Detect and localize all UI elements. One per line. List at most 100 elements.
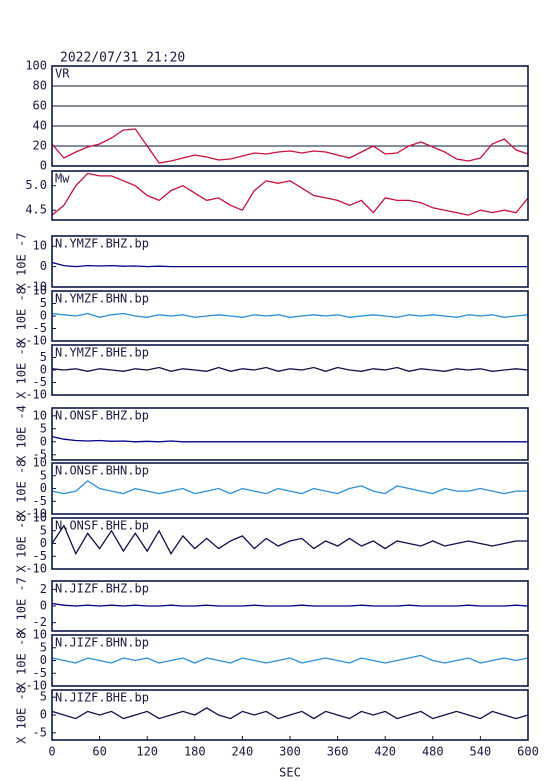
panel-label: N.ONSF.BHN.bp [55, 464, 149, 478]
trace [51, 654, 529, 664]
y-tick-label: 20 [33, 139, 47, 153]
panel-label: N.ONSF.BHZ.bp [55, 409, 149, 423]
y-tick-label: 0 [40, 363, 47, 377]
panel-frame [51, 407, 529, 461]
x-tick-label: 480 [422, 745, 444, 759]
x-tick-label: 60 [92, 745, 106, 759]
y-tick-label: 10 [33, 239, 47, 253]
y-tick-label: 5 [40, 296, 47, 310]
panel-frame [51, 235, 529, 288]
x-tick-label: 0 [48, 745, 55, 759]
trace [51, 480, 528, 495]
y-tick-label: 60 [33, 99, 47, 113]
y-axis-label: X 10E -8 [15, 460, 29, 518]
y-tick-label: 5 [40, 421, 47, 435]
y-axis-label: X 10E -7 [15, 233, 29, 291]
trace [51, 261, 528, 268]
y-tick-label: 0 [40, 434, 47, 448]
panel-label: Mw [55, 172, 70, 186]
y-axis-label: X 10E -8 [15, 632, 29, 690]
y-tick-label: 0 [40, 159, 47, 173]
y-tick-label: 5.0 [25, 178, 47, 192]
panel-label: N.JIZF.BHE.bp [55, 691, 149, 705]
x-tick-label: 300 [279, 745, 301, 759]
y-axis-label: X 10E -4 [15, 405, 29, 463]
y-tick-label: -5 [33, 447, 47, 461]
panel-label: N.YMZF.BHE.bp [55, 346, 149, 360]
y-tick-label: -10 [25, 562, 47, 576]
y-tick-label: 5 [40, 640, 47, 654]
x-tick-label: 540 [470, 745, 492, 759]
trace [51, 707, 529, 720]
y-tick-label: 5 [40, 523, 47, 537]
y-tick-label: -5 [33, 375, 47, 389]
y-tick-label: 40 [33, 119, 47, 133]
trace [51, 172, 529, 216]
y-axis-label: X 10E -8 [15, 686, 29, 744]
y-tick-label: -5 [33, 666, 47, 680]
panel-label: N.JIZF.BHZ.bp [55, 582, 149, 596]
y-tick-label: 0 [40, 259, 47, 273]
panel-label: N.YMZF.BHN.bp [55, 292, 149, 306]
panel-frame [51, 170, 529, 221]
x-tick-label: 360 [327, 745, 349, 759]
y-tick-label: 4.5 [25, 203, 47, 217]
y-axis-label: X 10E -8 [15, 515, 29, 573]
panel-label: VR [55, 67, 70, 81]
y-tick-label: -10 [25, 334, 47, 348]
y-tick-label: 2 [40, 582, 47, 596]
trace [51, 435, 528, 443]
x-tick-label: 180 [184, 745, 206, 759]
panel-frame [51, 65, 529, 167]
y-tick-label: 0 [40, 708, 47, 722]
y-tick-label: 80 [33, 79, 47, 93]
panel-frame [51, 344, 529, 396]
y-tick-label: 5 [40, 690, 47, 704]
y-tick-label: 0 [40, 309, 47, 323]
y-tick-label: -5 [33, 321, 47, 335]
y-tick-label: -10 [25, 507, 47, 521]
trace [51, 128, 529, 164]
y-tick-label: 0 [40, 536, 47, 550]
y-tick-label: -5 [33, 494, 47, 508]
y-tick-label: 5 [40, 350, 47, 364]
x-tick-label: 600 [517, 745, 539, 759]
panel-frame [51, 290, 529, 342]
panel-frame [51, 580, 529, 632]
y-tick-label: -5 [33, 549, 47, 563]
y-tick-label: 10 [33, 628, 47, 642]
panel-frame [51, 462, 529, 515]
y-tick-label: 100 [25, 59, 47, 73]
y-tick-label: -10 [25, 388, 47, 402]
y-tick-label: 0 [40, 653, 47, 667]
x-tick-label: 240 [232, 745, 254, 759]
x-tick-label: 420 [374, 745, 396, 759]
panel-label: N.JIZF.BHN.bp [55, 636, 149, 650]
trace [51, 312, 529, 318]
trace [51, 524, 528, 556]
y-tick-label: -5 [33, 725, 47, 739]
x-tick-label: 120 [136, 745, 158, 759]
y-tick-label: 10 [33, 284, 47, 298]
y-tick-label: 5 [40, 468, 47, 482]
y-axis-label: X 10E -8 [15, 341, 29, 399]
y-tick-label: 10 [33, 408, 47, 422]
y-tick-label: 0 [40, 481, 47, 495]
panel-label: N.YMZF.BHZ.bp [55, 237, 149, 251]
y-tick-label: 10 [33, 456, 47, 470]
y-tick-label: -10 [25, 679, 47, 693]
panel-frame [51, 634, 529, 687]
trace [51, 602, 529, 607]
x-axis-label: SEC [279, 766, 301, 780]
y-tick-label: 10 [33, 511, 47, 525]
y-tick-label: -10 [25, 280, 47, 294]
y-axis-label: X 10E -7 [15, 577, 29, 635]
panel-label: N.ONSF.BHE.bp [55, 519, 149, 533]
y-axis-label: X 10E -8 [15, 287, 29, 345]
panel-frame [51, 517, 529, 570]
timestamp: 2022/07/31 21:20 [60, 51, 185, 66]
y-tick-label: -2 [33, 615, 47, 629]
y-tick-label: 0 [40, 599, 47, 613]
trace [51, 366, 529, 372]
